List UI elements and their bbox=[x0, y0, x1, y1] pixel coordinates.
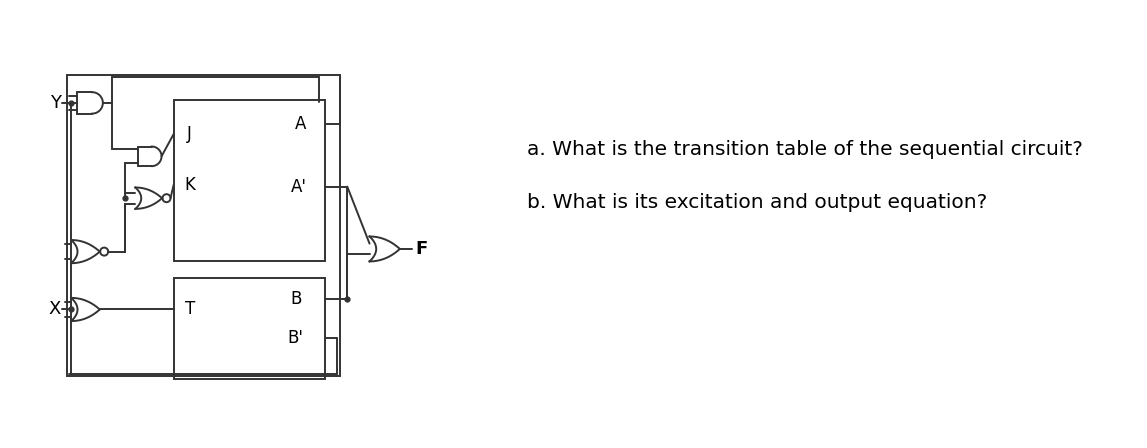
Text: A: A bbox=[295, 115, 306, 133]
Text: B': B' bbox=[288, 329, 304, 347]
Bar bbox=[173, 100, 325, 260]
Bar bbox=[173, 278, 325, 379]
Text: J: J bbox=[187, 125, 192, 143]
Text: b. What is its excitation and output equation?: b. What is its excitation and output equ… bbox=[528, 193, 988, 212]
Text: B: B bbox=[290, 290, 302, 308]
Text: K: K bbox=[185, 176, 195, 194]
Text: T: T bbox=[185, 301, 195, 319]
Bar bbox=[67, 75, 341, 376]
Text: X: X bbox=[48, 301, 61, 319]
Text: F: F bbox=[415, 240, 427, 258]
Text: Y: Y bbox=[49, 94, 61, 112]
Text: a. What is the transition table of the sequential circuit?: a. What is the transition table of the s… bbox=[528, 140, 1083, 159]
Text: A': A' bbox=[291, 177, 307, 196]
